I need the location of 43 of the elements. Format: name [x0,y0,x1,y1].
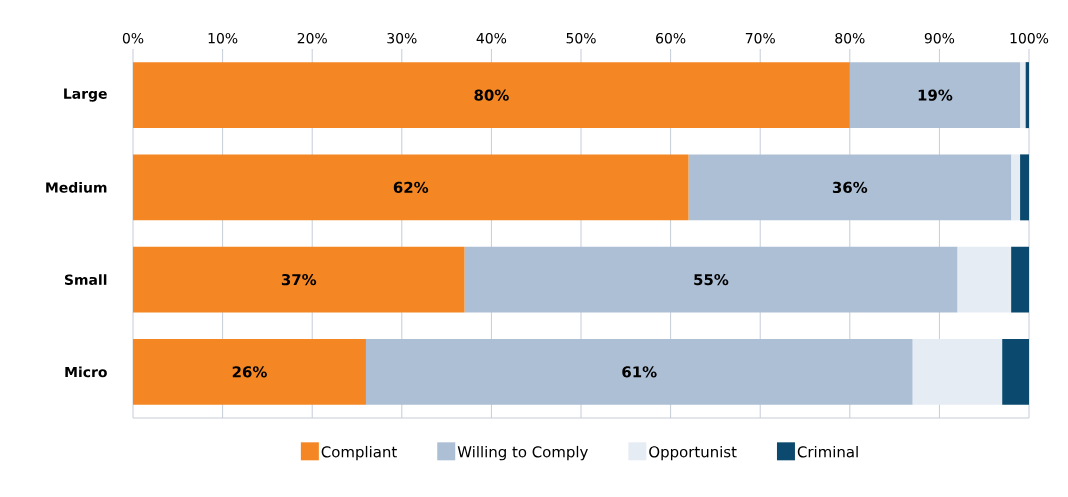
bar [912,338,1003,405]
y-tick-label: Large [64,88,107,102]
y-tick-label: Small [64,274,107,286]
bar [133,338,366,405]
data-label: 80% [474,89,509,101]
legend-label: Willing to Comply [457,445,588,461]
bar [464,246,958,313]
data-label: 55% [694,273,729,286]
bar [133,246,465,313]
bar [1025,62,1030,129]
x-tick-label: 50% [566,32,596,44]
bar [1011,246,1030,313]
data-label: 19% [918,89,953,101]
bar [1011,154,1021,221]
bar [133,62,850,129]
bar [1020,62,1026,129]
x-tick-label: 90% [924,32,955,44]
bar [1002,338,1030,405]
legend-label: Opportunist [649,445,737,461]
x-tick-label: 100% [1010,32,1049,44]
x-tick-label: 30% [387,32,417,44]
bar [957,246,1012,313]
legend-label: Compliant [321,445,397,461]
data-label: 61% [622,366,657,378]
data-label: 26% [232,366,267,378]
x-tick-label: 60% [656,32,686,44]
bar [688,154,1012,221]
y-tick-label: Medium [46,181,107,193]
bar [849,62,1021,129]
x-tick-label: 0% [122,32,144,44]
data-label: 37% [281,273,317,286]
x-tick-label: 70% [745,32,775,44]
bar [365,338,913,405]
data-label: 62% [393,181,429,194]
x-tick-label: 10% [208,32,238,44]
bar [133,154,689,221]
x-tick-label: 20% [297,32,327,44]
x-tick-label: 80% [835,32,865,44]
data-label: 36% [832,181,868,194]
bar [1020,154,1030,221]
y-tick-label: Micro [65,366,107,378]
x-tick-label: 40% [476,32,507,44]
legend-label: Criminal [797,445,858,458]
